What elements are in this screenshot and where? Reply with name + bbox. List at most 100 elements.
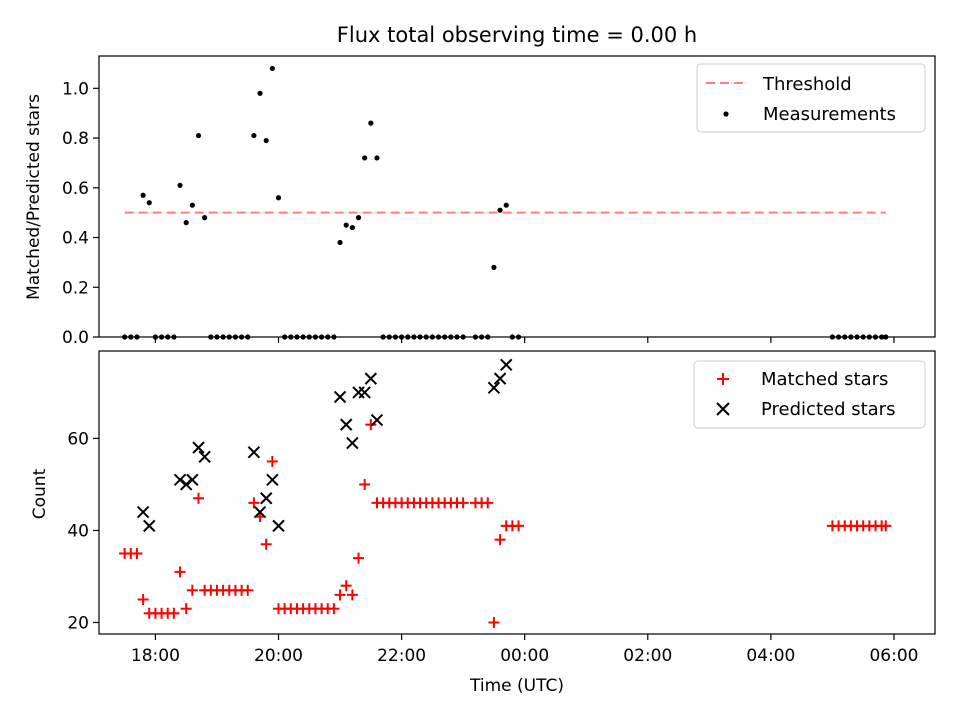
y-tick-label: 0.4 [62, 229, 89, 249]
top-plot-y-ticks: 0.0 0.2 0.4 0.6 0.8 1.0 [62, 79, 99, 348]
y-tick-label: 20 [67, 613, 89, 633]
measurement-point [140, 192, 146, 198]
y-tick-label: 40 [67, 521, 89, 541]
bottom-plot-data [119, 358, 892, 628]
measurement-point [263, 137, 269, 144]
predicted-star-point [500, 358, 513, 372]
measurement-point [374, 155, 380, 161]
x-tick-label: 20:00 [254, 646, 303, 666]
matched-star-point [457, 497, 469, 509]
matched-star-point [137, 593, 149, 605]
x-tick-label: 06:00 [869, 646, 918, 666]
measurement-point [269, 65, 275, 72]
matched-star-point [328, 603, 340, 615]
legend-label-matched-stars: Matched stars [761, 369, 888, 390]
matched-legend-swatch [717, 373, 729, 385]
predicted-star-point [364, 372, 378, 385]
measurement-point [362, 155, 368, 161]
top-legend-box [696, 63, 926, 133]
predicted-star-point [346, 436, 359, 450]
measurement-point [497, 207, 503, 213]
matched-star-point [260, 538, 272, 550]
x-axis-label: Time (UTC) [469, 676, 564, 696]
y-tick-label: 1.0 [62, 79, 89, 99]
matched-star-point [242, 584, 254, 596]
predicted-star-point [192, 441, 205, 454]
y-tick-label: 0.0 [62, 328, 89, 348]
predicted-star-point [358, 386, 371, 399]
legend-label-threshold: Threshold [762, 74, 852, 95]
y-tick-label: 0.2 [62, 278, 89, 298]
predicted-star-point [487, 381, 501, 395]
matched-star-point [346, 589, 358, 601]
x-tick-label: 02:00 [623, 646, 672, 666]
bottom-plot: 20 40 60 18:00 20:00 22:00 00:00 02:00 04:00 06:… [30, 350, 936, 696]
measurement-point [257, 90, 263, 96]
measurement-point [491, 264, 497, 270]
bottom-plot-frame [98, 350, 936, 635]
y-tick-label: 0.6 [62, 179, 89, 199]
measurement-point [183, 220, 189, 226]
x-tick-label: 18:00 [131, 646, 180, 666]
predicted-star-point [340, 418, 353, 431]
top-plot-y-axis-label: Matched/Predicted stars [24, 94, 44, 300]
top-plot-legend: Threshold Measurements [696, 63, 926, 133]
matched-star-point [359, 478, 371, 490]
predicted-star-point [266, 473, 279, 487]
matched-star-point [488, 616, 500, 628]
matched-star-point [168, 607, 180, 619]
bottom-plot-y-ticks: 20 40 60 [67, 429, 99, 633]
measurement-point [189, 202, 195, 208]
predicted-legend-swatch [716, 402, 730, 416]
measurement-point [195, 132, 202, 139]
predicted-star-point [173, 473, 187, 487]
matched-star-point [334, 589, 346, 601]
measurement-point [146, 200, 152, 206]
measurement-point [177, 182, 183, 188]
measurement-point [368, 120, 374, 126]
predicted-star-point [136, 505, 150, 519]
measurement-point [343, 222, 349, 228]
predicted-star-point [186, 473, 199, 487]
x-tick-label: 00:00 [500, 646, 549, 666]
matched-star-point [192, 492, 204, 504]
top-plot-frame [98, 55, 936, 338]
measurement-point [337, 239, 343, 246]
predicted-star-point [370, 413, 384, 427]
matched-star-point [340, 580, 352, 592]
matched-star-point [365, 419, 377, 431]
matched-star-point [880, 520, 892, 532]
predicted-star-point [259, 492, 273, 505]
bottom-plot-x-ticks: 18:00 20:00 22:00 00:00 02:00 04:00 06:00 [131, 634, 918, 666]
top-plot-x-ticks [154, 337, 895, 343]
measurement-point [275, 195, 282, 201]
measurement-point [251, 132, 257, 139]
legend-label-measurements: Measurements [763, 104, 896, 125]
matched-star-point [248, 497, 260, 509]
x-tick-label: 04:00 [746, 646, 795, 666]
matched-star-point [266, 455, 278, 467]
measurements-legend-swatch [723, 111, 729, 117]
measurement-point [503, 202, 509, 208]
x-tick-label: 22:00 [377, 646, 426, 666]
matched-star-point [186, 584, 198, 596]
legend-label-predicted-stars: Predicted stars [761, 399, 895, 420]
predicted-star-point [493, 372, 507, 385]
predicted-star-point [247, 446, 261, 459]
matched-star-point [494, 534, 506, 546]
predicted-star-point [272, 519, 285, 533]
matched-star-point [353, 552, 365, 564]
matched-star-point [180, 603, 192, 615]
measurement-point [202, 215, 208, 221]
matched-star-point [131, 547, 143, 559]
predicted-star-point [179, 478, 193, 491]
matched-star-point [174, 566, 186, 578]
y-tick-label: 60 [67, 429, 89, 449]
measurement-point [355, 215, 362, 221]
bottom-plot-y-axis-label: Count [30, 468, 50, 519]
bottom-plot-legend: Matched stars Predicted stars [693, 360, 926, 429]
top-plot: Flux total observing time = 0.00 h 0.00.… [24, 23, 936, 348]
matched-star-point [482, 497, 494, 509]
y-tick-label: 0.8 [62, 129, 89, 149]
